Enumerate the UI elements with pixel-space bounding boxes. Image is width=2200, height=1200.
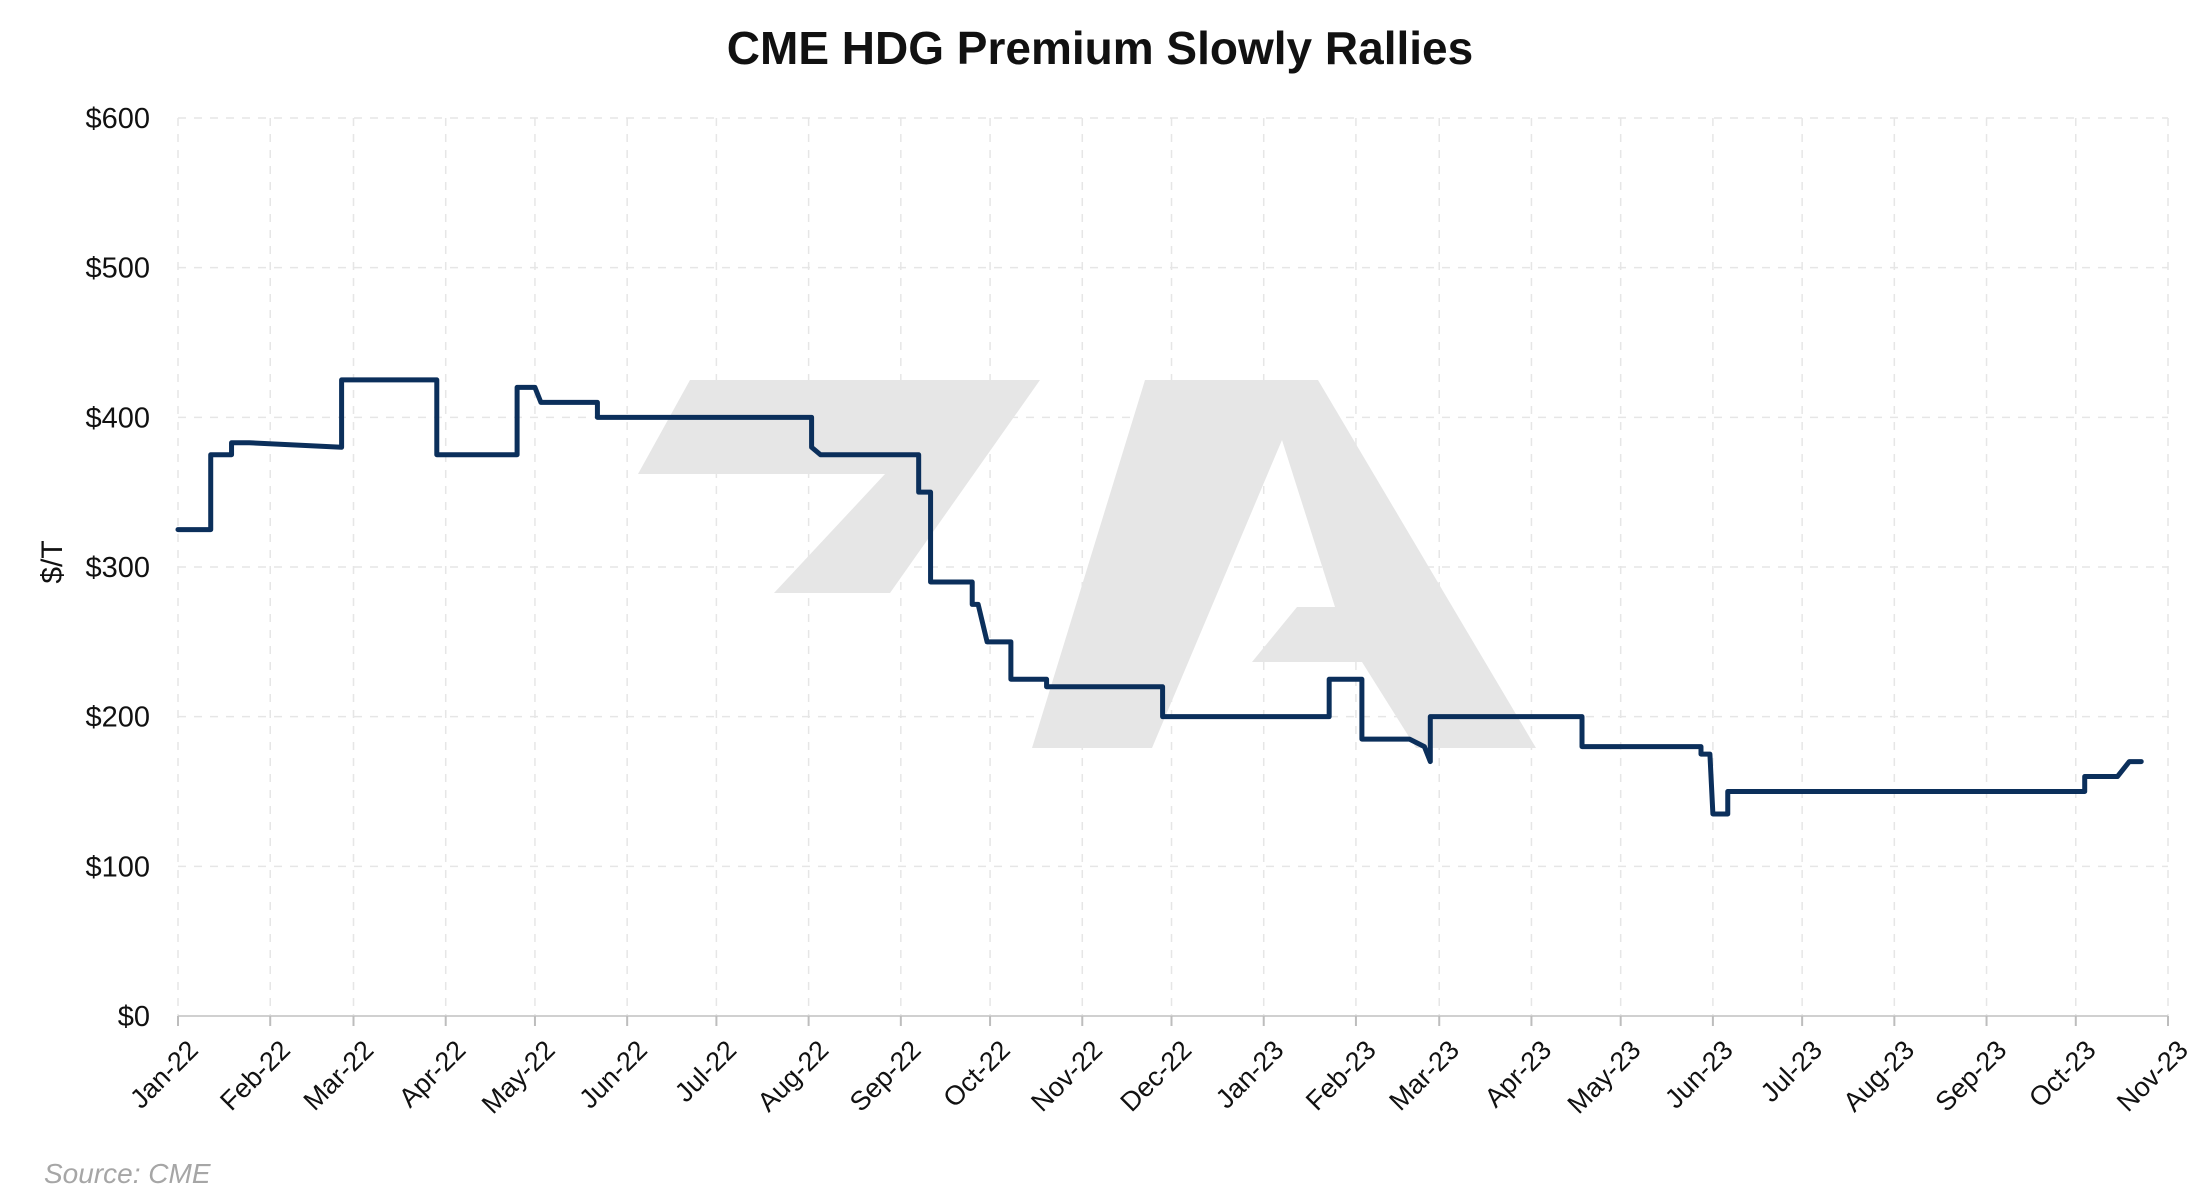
y-tick-label: $300 bbox=[85, 552, 150, 584]
y-tick-label: $100 bbox=[85, 851, 150, 883]
x-tick-label: Mar-22 bbox=[298, 1035, 380, 1117]
y-tick-label: $600 bbox=[85, 103, 150, 135]
series-layer bbox=[175, 377, 2144, 817]
x-tick-label: Sep-23 bbox=[1930, 1035, 2013, 1118]
x-tick-label: Oct-22 bbox=[937, 1035, 1016, 1114]
y-tick-label: $0 bbox=[118, 1001, 150, 1033]
watermark-seven-shape bbox=[638, 380, 1040, 593]
x-tick-label: Jul-22 bbox=[669, 1035, 742, 1108]
y-axis-title: $/T bbox=[36, 540, 69, 583]
x-tick-label: Dec-22 bbox=[1115, 1035, 1198, 1118]
x-tick-label: May-23 bbox=[1562, 1035, 1647, 1120]
x-tick-label: Mar-23 bbox=[1383, 1035, 1465, 1117]
y-tick-label: $200 bbox=[85, 702, 150, 734]
source-note: Source: CME bbox=[44, 1158, 211, 1189]
x-tick-label: Jun-23 bbox=[1659, 1035, 1739, 1115]
x-tick-label: Aug-22 bbox=[752, 1035, 835, 1118]
x-tick-label: Jul-23 bbox=[1755, 1035, 1828, 1108]
x-tick-label: Jan-23 bbox=[1210, 1035, 1290, 1115]
x-tick-label: May-22 bbox=[476, 1035, 561, 1120]
x-tick-label: Jan-22 bbox=[124, 1035, 204, 1115]
watermark-a-shape bbox=[1032, 380, 1536, 748]
x-tick-label: Jun-22 bbox=[573, 1035, 653, 1115]
x-tick-label: Apr-23 bbox=[1479, 1035, 1558, 1114]
x-tick-label: Apr-22 bbox=[393, 1035, 472, 1114]
x-tick-label: Feb-23 bbox=[1300, 1035, 1382, 1117]
x-axis-tick-labels: Jan-22 Feb-22 Mar-22 Apr-22 May-22 Jun-22 Jul-… bbox=[124, 1035, 2194, 1120]
x-tick-label: Oct-23 bbox=[2023, 1035, 2102, 1114]
x-tick-label: Feb-22 bbox=[214, 1035, 296, 1117]
y-axis-tick-labels: $0 $100 $200 $300 $400 $500 $600 bbox=[85, 103, 150, 1033]
x-tick-label: Sep-22 bbox=[844, 1035, 927, 1118]
chart-title: CME HDG Premium Slowly Rallies bbox=[727, 22, 1473, 74]
x-gridlines bbox=[177, 118, 2169, 1016]
plot-area bbox=[175, 117, 2169, 1026]
x-tick-label: Nov-23 bbox=[2111, 1035, 2194, 1118]
y-tick-label: $400 bbox=[85, 402, 150, 434]
x-tick-label: Nov-22 bbox=[1025, 1035, 1108, 1118]
x-tick-label: Aug-23 bbox=[1837, 1035, 1920, 1118]
series-line-hdg-premium bbox=[175, 377, 2144, 817]
y-tick-label: $500 bbox=[85, 253, 150, 285]
x-tick-marks bbox=[177, 1016, 2169, 1026]
watermark-logo bbox=[638, 380, 1536, 748]
